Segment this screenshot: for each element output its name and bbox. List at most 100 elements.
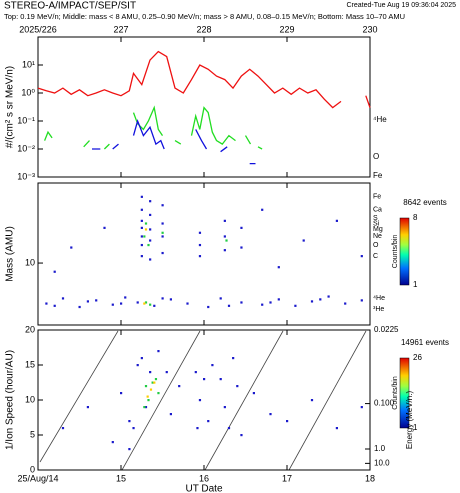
point [219,297,222,300]
point [165,371,168,374]
point [144,228,148,231]
y-tick-label: 10⁻¹ [17,115,35,125]
point [198,231,202,234]
point [277,298,280,301]
point [146,395,149,398]
y2-tick-label: 0.0225 [374,325,399,334]
point [120,392,123,395]
y-axis-label: 1/Ion Speed (hour/AU) [5,350,16,450]
point [310,300,314,303]
colorbar-label: Counts/bin [392,235,399,269]
annotation: Si [373,220,380,227]
series-line [43,105,263,150]
point [227,304,231,307]
point [140,357,143,360]
y-tick-label: 20 [25,324,35,334]
point [161,204,164,207]
annotation: Ne [373,233,382,240]
point [252,392,255,395]
point [344,302,347,305]
point [143,406,146,409]
created: Created-Tue Aug 19 09:36:04 2025 [347,2,457,9]
x-tick-label: 230 [362,24,377,34]
y2-axis-label: Energy (MeV/n.) [405,391,414,450]
point [144,385,148,388]
point [140,208,143,211]
point [240,434,243,437]
point [269,413,272,416]
point [161,251,164,255]
point [140,226,143,229]
y-tick-label: 10⁻³ [17,171,35,181]
point [223,249,226,252]
point [144,222,148,225]
point [178,385,181,388]
y-tick-label: 10⁻² [17,143,35,153]
x-tick-label: 228 [196,24,211,34]
subtitle: Top: 0.19 MeV/n; Middle: mass < 8 AMU, 0… [4,12,405,21]
point [86,300,89,303]
point [207,305,210,309]
point [78,305,81,309]
point [111,441,114,444]
point [161,235,164,238]
point [132,427,135,430]
point [161,297,164,300]
point [53,304,56,307]
point [136,364,139,367]
annotation: Ca [373,207,382,214]
colorbar [399,217,410,286]
point [360,299,363,302]
colorbar-events: 8642 events [403,198,447,207]
point [120,302,123,305]
point [149,258,152,261]
legend-label: Fe [373,171,383,180]
point [219,378,222,381]
x-tick-label: 18 [365,473,375,483]
point [225,239,228,242]
point [360,255,363,258]
y2-tick-label: 1.0 [374,444,386,453]
annotation: Mg [373,226,383,233]
point [151,381,154,384]
point [153,381,156,384]
y-tick-label: 0 [30,464,35,474]
legend-label: ⁴He [373,115,387,124]
point [194,371,197,374]
point [196,427,199,430]
x-tick-label: 229 [279,24,294,34]
point [140,243,143,247]
y2-tick-label: 10.0 [374,458,390,467]
series-line [92,121,284,164]
point [61,297,65,300]
x-axis-label: UT Date [185,484,222,493]
colorbar-tick-label: 1 [413,280,418,289]
point [207,420,210,423]
x-tick-label: 16 [199,473,209,483]
point [240,246,243,249]
annotation: O [373,242,379,249]
point [310,399,314,402]
point [198,399,202,402]
point [261,208,264,211]
point [70,246,73,249]
point [232,357,235,360]
y-tick-label: 10⁰ [21,87,35,97]
point [186,302,189,305]
y2-tick-label: 0.100 [374,399,395,408]
point [335,427,338,430]
point [198,255,202,258]
point [286,420,289,423]
point [335,219,338,222]
point [95,299,98,302]
y-axis-label: Mass (AMU) [5,226,16,282]
point [360,406,363,409]
point [124,296,127,299]
point [147,399,150,402]
point [128,420,131,423]
point [203,378,206,381]
point [143,235,146,238]
point [53,270,56,273]
point [240,301,243,304]
